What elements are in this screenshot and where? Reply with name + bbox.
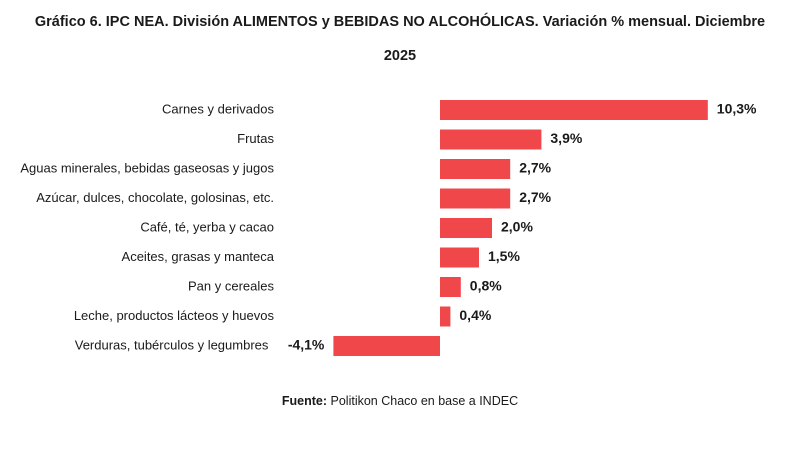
- category-label: Carnes y derivados: [162, 101, 274, 116]
- category-label: Azúcar, dulces, chocolate, golosinas, et…: [36, 190, 274, 205]
- value-label: 3,9%: [550, 130, 582, 146]
- chart-title-line-1: Gráfico 6. IPC NEA. División ALIMENTOS y…: [34, 14, 766, 30]
- category-label: Frutas: [237, 131, 274, 146]
- source-note: Fuente: Politikon Chaco en base a INDEC: [0, 394, 800, 408]
- category-label: Pan y cereales: [188, 278, 274, 293]
- value-label: -4,1%: [288, 337, 325, 353]
- category-label: Aceites, grasas y manteca: [122, 249, 275, 264]
- category-label: Leche, productos lácteos y huevos: [74, 308, 275, 323]
- bar: [440, 277, 461, 297]
- value-label: 2,7%: [519, 189, 551, 205]
- value-label: 0,4%: [459, 307, 491, 323]
- bar: [440, 247, 479, 268]
- bar: [440, 218, 492, 238]
- bar: [440, 129, 542, 150]
- category-label: Aguas minerales, bebidas gaseosas y jugo…: [20, 160, 274, 175]
- chart-title-line-2: 2025: [383, 48, 417, 64]
- value-label: 0,8%: [470, 278, 502, 294]
- value-label: 10,3%: [717, 101, 757, 117]
- bar: [440, 100, 708, 120]
- category-label: Verduras, tubérculos y legumbres: [75, 337, 269, 352]
- bar: [440, 306, 451, 327]
- bar: [333, 336, 440, 356]
- bar: [440, 188, 511, 209]
- source-label: Fuente:: [281, 394, 328, 408]
- value-label: 2,0%: [501, 219, 533, 235]
- bar: [440, 159, 511, 179]
- value-label: 1,5%: [488, 248, 520, 264]
- source-text: Politikon Chaco en base a INDEC: [327, 394, 519, 408]
- category-label: Café, té, yerba y cacao: [140, 219, 274, 234]
- value-label: 2,7%: [519, 160, 551, 176]
